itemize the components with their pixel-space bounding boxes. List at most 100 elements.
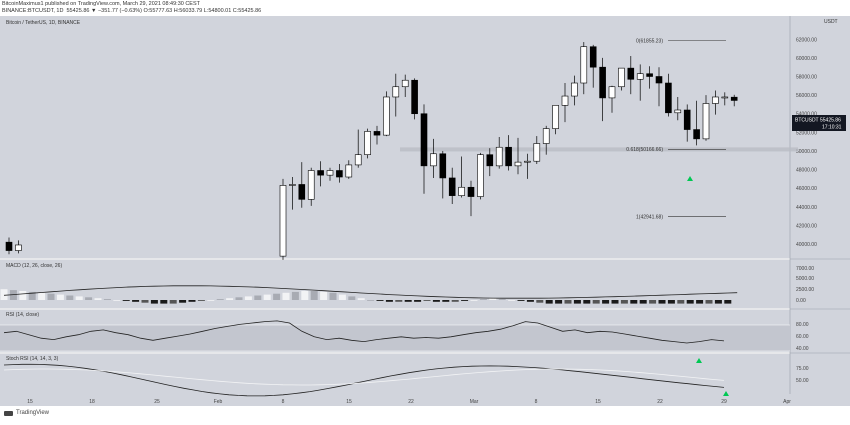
candle-body [608, 86, 616, 99]
macd-bar [38, 292, 46, 300]
candle [448, 167, 456, 205]
candle-body [486, 154, 494, 167]
candle-body [373, 131, 381, 136]
macd-bar [9, 290, 17, 300]
macd-bar [301, 291, 309, 300]
candle [345, 160, 353, 179]
candle [364, 128, 371, 159]
candle-body [674, 109, 682, 114]
candle [317, 161, 324, 187]
macd-bar [564, 300, 572, 304]
candle [665, 73, 672, 117]
time-axis-label: 25 [154, 399, 160, 405]
macd-bar [451, 300, 459, 302]
candle [15, 240, 22, 254]
candle [505, 135, 512, 171]
stoch-k-line [3, 363, 725, 397]
macd-axis-label: 7000.00 [796, 266, 814, 272]
candle-body [580, 46, 588, 84]
candle [336, 163, 343, 183]
macd-bar [461, 300, 469, 301]
candle [495, 137, 503, 169]
macd-bar [188, 300, 196, 302]
macd-bar [517, 300, 525, 301]
candle-body [627, 67, 635, 80]
macd-bar [555, 300, 563, 304]
price-axis-label: 54000.00 [796, 112, 817, 118]
candle-body [505, 146, 512, 167]
candle-body [561, 95, 569, 106]
candle [683, 104, 691, 142]
macd-bar [150, 300, 158, 304]
macd-bar [47, 293, 55, 300]
candle [618, 67, 625, 91]
macd-bar [329, 292, 337, 300]
price-axis-panel[interactable] [790, 16, 850, 394]
candle [608, 85, 616, 113]
macd-bar [630, 300, 638, 304]
macd-bar [179, 300, 187, 303]
macd-bar [526, 300, 534, 302]
price-axis-label: 44000.00 [796, 205, 817, 211]
time-axis: 15 18 25 Feb 8 15 22 Mar 8 15 22 29 Apr [27, 399, 791, 405]
macd-bar [686, 300, 694, 304]
time-axis-panel[interactable] [0, 394, 850, 406]
macd-bar [160, 300, 168, 304]
macd-bar [423, 300, 431, 301]
time-axis-label: 22 [657, 399, 663, 405]
macd-pane[interactable] [0, 260, 790, 308]
macd-bar [338, 294, 346, 300]
candle-body [702, 103, 710, 140]
candle-body [542, 128, 550, 144]
candle [467, 180, 475, 217]
candle [721, 92, 729, 106]
macd-bar [132, 300, 140, 302]
candle-body [420, 113, 428, 167]
publish-info: BitcoinMaximus1 published on TradingView… [2, 1, 201, 7]
footer[interactable]: TradingView [4, 410, 49, 416]
macd-bar [291, 291, 299, 300]
price-axis-label: 58000.00 [796, 75, 817, 81]
macd-bar [442, 300, 450, 302]
rsi-axis-label: 40.00 [796, 346, 809, 352]
price-axis-label: 62000.00 [796, 37, 817, 43]
candle [636, 64, 644, 101]
candle [401, 74, 409, 97]
candle [627, 56, 635, 95]
candle-body [712, 96, 719, 104]
candle [552, 105, 559, 135]
candle-body [401, 79, 409, 88]
macd-bar [0, 289, 8, 300]
macd-bar [649, 300, 657, 304]
price-tag-symbol: BTCUSDT [795, 118, 819, 124]
time-axis-label: Apr [783, 399, 791, 405]
macd-bar [705, 300, 713, 304]
price-pane[interactable] [0, 16, 790, 258]
chart-area[interactable]: Bitcoin / TetherUS, 1D, BINANCE USDT 620… [0, 14, 850, 420]
candle [411, 78, 418, 120]
macd-bar [273, 293, 281, 300]
macd-bar [432, 300, 440, 302]
macd-bar [216, 299, 224, 300]
symbol-ohlc-line: BINANCE:BTCUSDT, 1D 55425.86 ▼ −351.77 (… [2, 8, 261, 14]
candle [599, 57, 606, 122]
fib-retracement[interactable]: 0(61855.23) 0.618(50166.66) 1(42941.68) [400, 38, 798, 220]
macd-label: MACD (12, 26, close, 26) [6, 263, 62, 269]
stoch-label: Stoch RSI (14, 14, 3, 3) [6, 356, 59, 362]
candle-body [430, 153, 437, 167]
macd-bar [573, 300, 581, 304]
macd-bar [66, 295, 74, 300]
macd-bar [498, 299, 506, 300]
time-axis-label: 8 [282, 399, 285, 405]
candle [533, 136, 541, 164]
candle [298, 162, 306, 208]
candle [561, 83, 569, 123]
macd-bar [714, 300, 722, 304]
rsi-axis-label: 80.00 [796, 322, 809, 328]
macd-bar [263, 294, 271, 300]
price-axis-label: 50000.00 [796, 149, 817, 155]
fib-label: 0(61855.23) [636, 38, 663, 44]
candle-body [279, 185, 287, 257]
candle-body [326, 170, 334, 176]
macd-bar [677, 300, 685, 304]
